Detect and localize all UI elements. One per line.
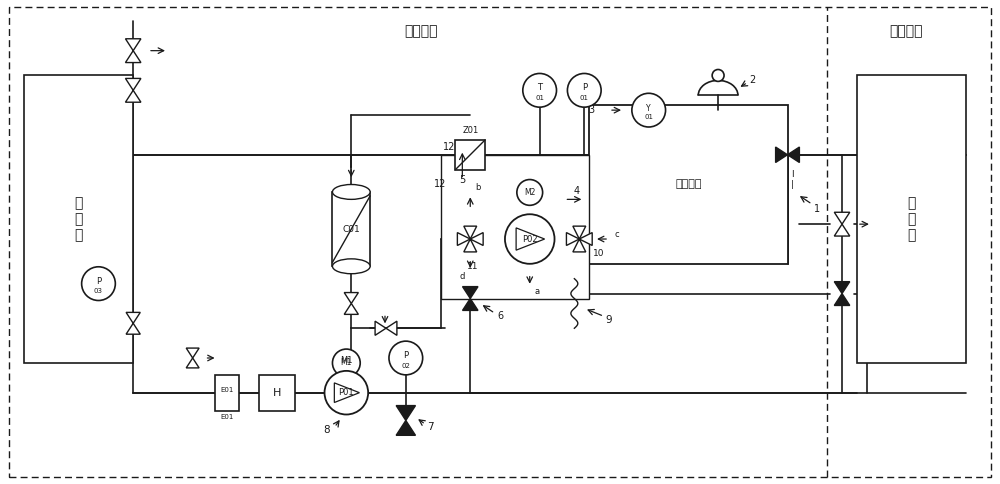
Bar — [589, 105, 788, 264]
Text: 1: 1 — [814, 204, 820, 214]
Polygon shape — [126, 323, 140, 334]
Text: b: b — [475, 183, 481, 192]
Polygon shape — [463, 299, 478, 310]
Bar — [24, 76, 133, 363]
Polygon shape — [776, 147, 788, 163]
Text: 变
流
器: 变 流 器 — [907, 196, 916, 242]
Text: H: H — [273, 388, 281, 398]
Polygon shape — [186, 348, 199, 358]
Text: d: d — [460, 272, 465, 281]
Polygon shape — [573, 226, 586, 239]
Text: 3: 3 — [588, 105, 594, 115]
Circle shape — [632, 93, 666, 127]
Text: 5: 5 — [459, 175, 465, 184]
Text: 12: 12 — [443, 142, 455, 152]
Text: 4: 4 — [573, 186, 579, 197]
Circle shape — [332, 349, 360, 377]
Text: 冷却系统: 冷却系统 — [404, 24, 437, 38]
Text: P: P — [403, 351, 408, 360]
Bar — [455, 140, 485, 169]
Text: 01: 01 — [580, 95, 589, 101]
Text: P: P — [582, 83, 587, 92]
Text: |: | — [791, 180, 794, 189]
Text: 2: 2 — [750, 76, 756, 85]
Polygon shape — [788, 147, 799, 163]
Polygon shape — [125, 91, 141, 102]
Polygon shape — [375, 321, 386, 335]
Polygon shape — [834, 224, 850, 236]
Polygon shape — [457, 233, 470, 245]
Polygon shape — [126, 312, 140, 323]
Text: 03: 03 — [94, 288, 103, 294]
Polygon shape — [834, 294, 850, 305]
Text: M2: M2 — [524, 188, 535, 197]
Circle shape — [567, 74, 601, 107]
Polygon shape — [344, 292, 358, 303]
Polygon shape — [344, 303, 358, 315]
Text: I: I — [791, 170, 794, 179]
Text: 11: 11 — [466, 262, 478, 272]
Text: 8: 8 — [323, 425, 330, 436]
Text: c: c — [615, 229, 619, 239]
Circle shape — [505, 214, 555, 264]
Polygon shape — [516, 228, 545, 250]
Bar — [857, 76, 966, 363]
Text: E01: E01 — [221, 414, 234, 421]
Text: C01: C01 — [342, 225, 360, 234]
Ellipse shape — [332, 259, 370, 274]
Polygon shape — [396, 406, 415, 421]
Polygon shape — [386, 321, 397, 335]
Bar — [441, 155, 589, 299]
Polygon shape — [186, 358, 199, 368]
Text: 01: 01 — [644, 114, 653, 120]
Text: 7: 7 — [427, 423, 434, 432]
Text: 02: 02 — [401, 363, 410, 369]
Polygon shape — [125, 78, 141, 91]
Polygon shape — [464, 226, 477, 239]
Text: Y: Y — [646, 104, 651, 113]
Text: T: T — [537, 83, 542, 92]
Bar — [332, 192, 370, 266]
Polygon shape — [579, 233, 592, 245]
Polygon shape — [566, 233, 579, 245]
Polygon shape — [125, 51, 141, 62]
Text: P02: P02 — [522, 235, 538, 243]
Polygon shape — [470, 233, 483, 245]
Text: Z01: Z01 — [462, 126, 478, 136]
Polygon shape — [125, 39, 141, 51]
Ellipse shape — [332, 184, 370, 199]
Text: 6: 6 — [497, 311, 503, 321]
Text: 9: 9 — [606, 315, 612, 325]
Polygon shape — [334, 383, 359, 403]
Bar — [215, 375, 239, 410]
Text: P: P — [96, 277, 101, 286]
Circle shape — [82, 267, 115, 301]
Text: a: a — [535, 287, 540, 296]
Text: 01: 01 — [535, 95, 544, 101]
Circle shape — [325, 371, 368, 414]
Polygon shape — [834, 212, 850, 224]
Text: 变流系统: 变流系统 — [890, 24, 923, 38]
Text: 冷却液箱: 冷却液箱 — [675, 180, 702, 190]
Circle shape — [712, 70, 724, 81]
Polygon shape — [464, 239, 477, 252]
Text: E01: E01 — [221, 387, 234, 393]
Text: 12: 12 — [434, 180, 447, 190]
Text: P01: P01 — [339, 388, 354, 397]
Text: 换
热
器: 换 热 器 — [74, 196, 83, 242]
Polygon shape — [396, 421, 415, 435]
Polygon shape — [573, 239, 586, 252]
Polygon shape — [834, 282, 850, 294]
Text: 10: 10 — [593, 249, 605, 258]
Circle shape — [523, 74, 557, 107]
Circle shape — [389, 341, 423, 375]
Circle shape — [517, 180, 543, 205]
Text: M1: M1 — [340, 356, 353, 365]
Polygon shape — [463, 287, 478, 299]
Bar — [259, 375, 295, 410]
Text: M1: M1 — [341, 359, 352, 367]
